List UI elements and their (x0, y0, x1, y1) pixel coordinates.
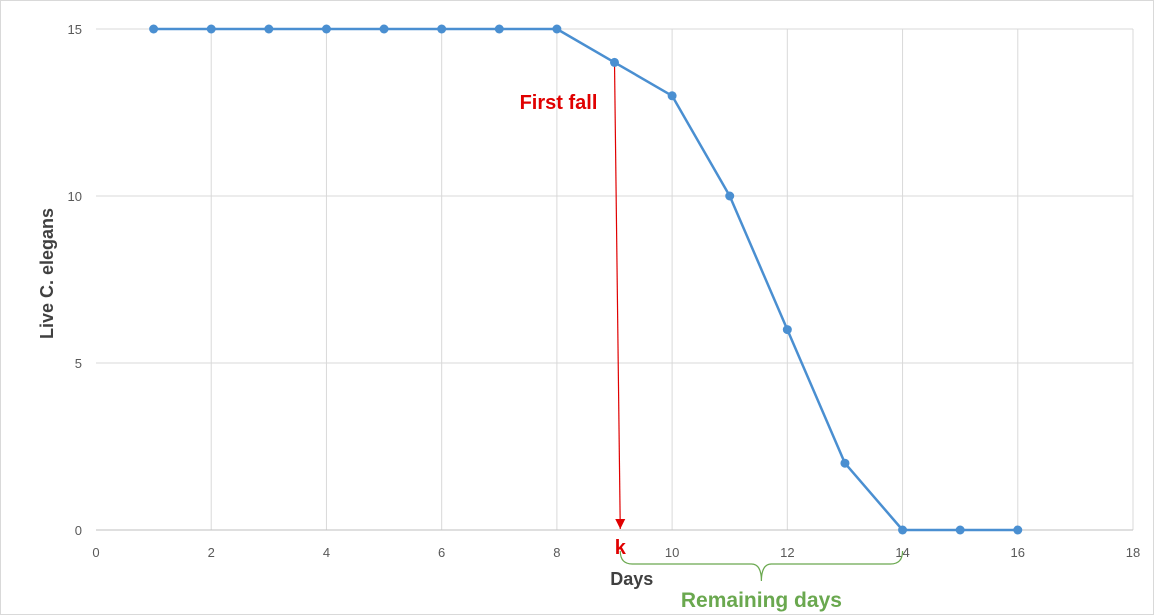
x-tick-label: 12 (780, 545, 794, 560)
first-fall-label: First fall (520, 92, 598, 114)
data-point (379, 24, 389, 34)
data-point (955, 525, 965, 535)
x-axis-title: Days (610, 569, 653, 589)
data-point (667, 91, 677, 101)
y-tick-labels: 0 5 10 15 (68, 22, 82, 538)
data-point (264, 24, 274, 34)
remaining-days-label: Remaining days (681, 589, 842, 612)
y-tick-label: 15 (68, 22, 82, 37)
data-point (206, 24, 216, 34)
remaining-days-brace (619, 550, 904, 582)
k-label: k (615, 537, 627, 559)
data-point (321, 24, 331, 34)
arrowhead-icon (615, 519, 626, 529)
data-point (437, 24, 447, 34)
first-fall-arrow (613, 62, 621, 530)
series-line (153, 27, 1018, 532)
data-point (610, 57, 619, 67)
x-tick-label: 6 (438, 545, 445, 560)
data-point (552, 24, 562, 34)
data-point (840, 458, 850, 468)
data-point (898, 525, 908, 535)
x-tick-label: 10 (665, 545, 679, 560)
x-tick-label: 0 (92, 545, 99, 560)
data-point (1013, 525, 1023, 535)
data-point (149, 24, 159, 34)
x-tick-label: 18 (1126, 545, 1140, 560)
x-tick-label: 2 (208, 545, 215, 560)
data-series (149, 24, 1023, 535)
annotations (613, 62, 904, 582)
x-tick-label: 16 (1011, 545, 1025, 560)
x-tick-label: 4 (323, 545, 330, 560)
x-tick-label: 8 (553, 545, 560, 560)
y-tick-label: 0 (75, 523, 82, 538)
data-point (725, 191, 735, 201)
y-axis-title: Live C. elegans (37, 208, 57, 339)
y-tick-label: 5 (75, 356, 82, 371)
data-point (494, 24, 504, 34)
data-point (782, 325, 792, 335)
y-tick-label: 10 (68, 189, 82, 204)
